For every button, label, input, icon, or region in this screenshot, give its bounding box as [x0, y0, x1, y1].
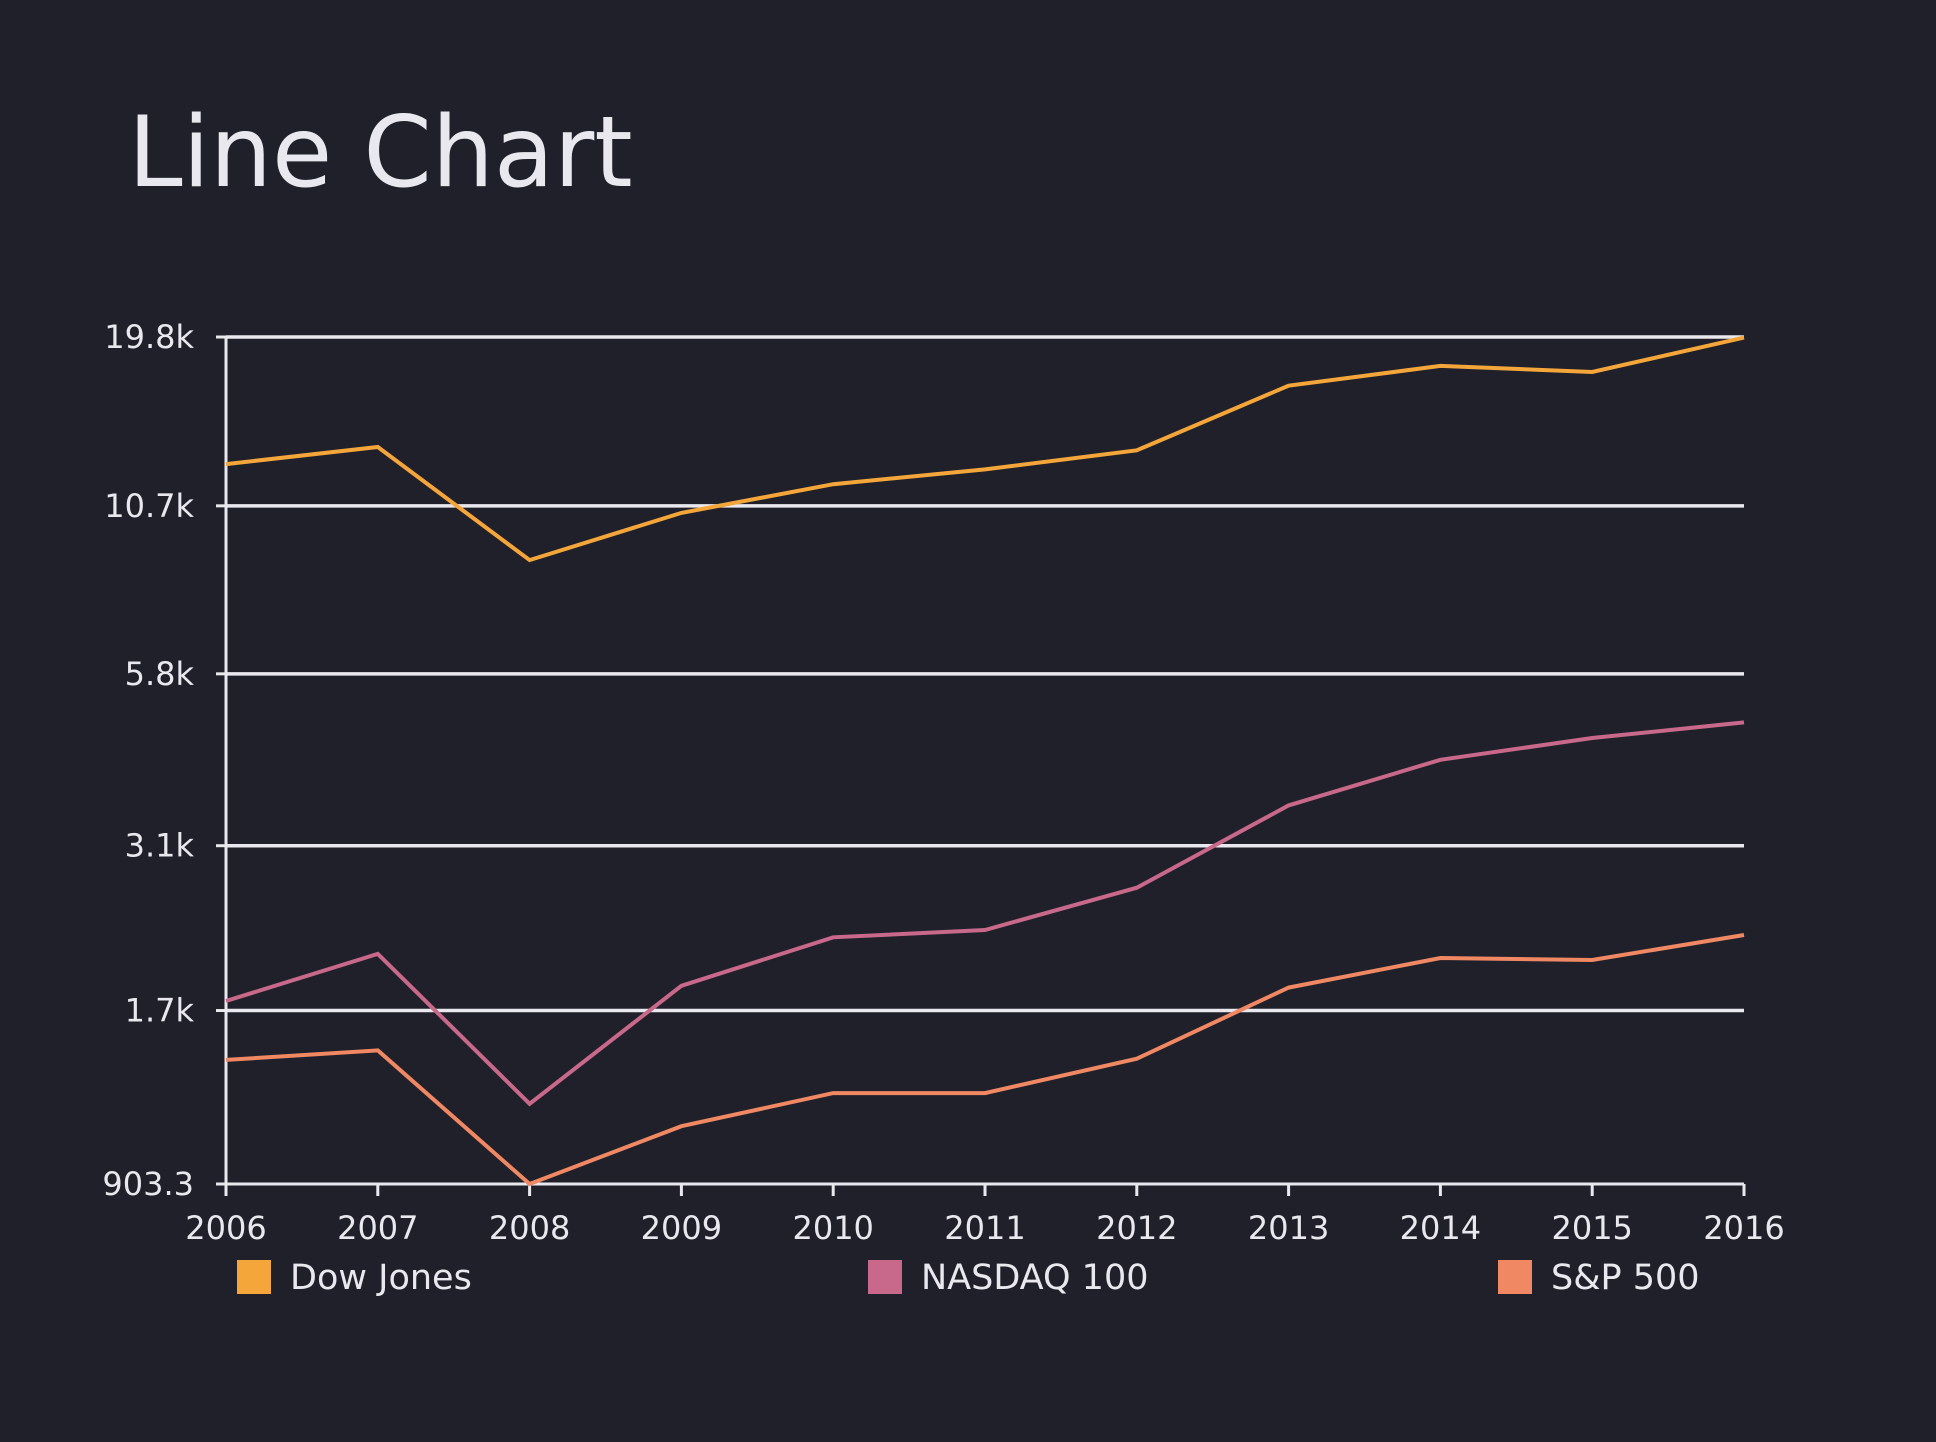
y-tick-label: 3.1k	[125, 827, 195, 865]
legend-label-dow-jones: Dow Jones	[290, 1258, 472, 1298]
y-tick-label: 19.8k	[104, 318, 194, 356]
x-tick-label: 2009	[641, 1209, 722, 1247]
series-line-nasdaq-100	[225, 720, 1745, 1107]
axes: 903.3 1.7k 3.1k 5.8k 10.7k 19.8k 2006 2007 2008 2…	[102, 318, 1784, 1247]
legend-label-nasdaq-100: NASDAQ 100	[921, 1258, 1148, 1298]
x-tick-label: 2013	[1248, 1209, 1329, 1247]
grid-lines	[226, 335, 1744, 1013]
y-tick-label: 10.7k	[104, 487, 194, 525]
chart-title: Line Chart	[128, 96, 633, 210]
legend-swatch-dow-jones	[237, 1260, 271, 1294]
y-tick-label: 903.3	[102, 1165, 194, 1203]
y-tick-label: 1.7k	[125, 992, 195, 1030]
x-tick-label: 2010	[792, 1209, 873, 1247]
x-tick-label: 2007	[337, 1209, 418, 1247]
x-tick-label: 2014	[1400, 1209, 1481, 1247]
x-tick-label: 2012	[1096, 1209, 1177, 1247]
legend-swatch-s-p-500	[1498, 1260, 1532, 1294]
x-tick-label: 2011	[944, 1209, 1025, 1247]
series-lines	[225, 335, 1745, 1187]
legend: Dow Jones NASDAQ 100 S&P 500	[237, 1258, 1700, 1298]
x-tick-label: 2008	[489, 1209, 570, 1247]
series-line-dow-jones	[225, 335, 1745, 563]
series-line-s-p-500	[225, 933, 1745, 1187]
x-tick-label: 2006	[185, 1209, 266, 1247]
x-tick-label: 2016	[1703, 1209, 1784, 1247]
legend-label-s-p-500: S&P 500	[1551, 1258, 1700, 1298]
legend-swatch-nasdaq-100	[868, 1260, 902, 1294]
y-tick-label: 5.8k	[125, 655, 195, 693]
x-tick-label: 2015	[1551, 1209, 1632, 1247]
